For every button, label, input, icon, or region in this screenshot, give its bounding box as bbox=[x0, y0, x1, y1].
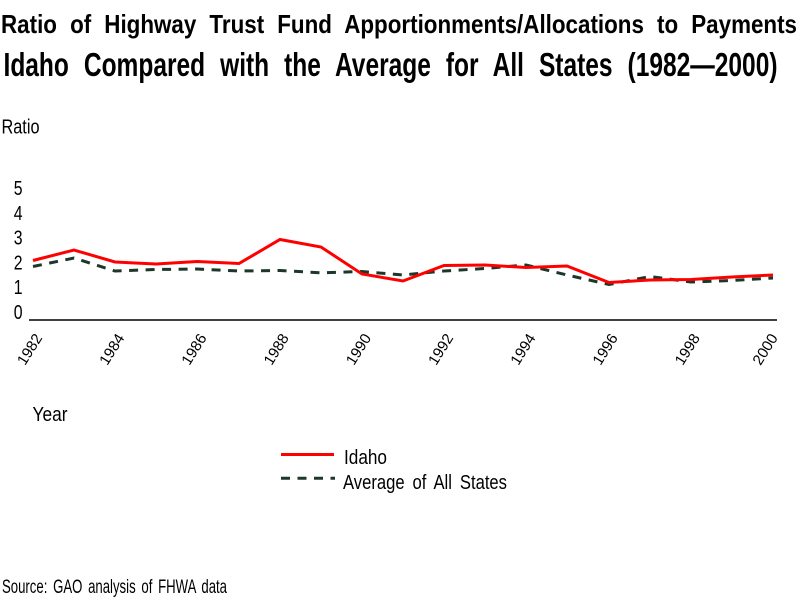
svg-text:2: 2 bbox=[14, 252, 23, 274]
svg-text:Idaho Compared with the Averag: Idaho Compared with the Average for All … bbox=[4, 46, 778, 83]
svg-text:5: 5 bbox=[14, 178, 23, 200]
svg-text:Source: GAO analysis of FHWA d: Source: GAO analysis of FHWA data bbox=[2, 577, 227, 598]
svg-text:0: 0 bbox=[14, 302, 23, 324]
svg-text:4: 4 bbox=[14, 203, 23, 225]
svg-text:3: 3 bbox=[14, 228, 23, 250]
svg-text:Ratio: Ratio bbox=[2, 117, 40, 139]
svg-text:Year: Year bbox=[33, 404, 68, 426]
svg-text:Ratio of Highway Trust Fund Ap: Ratio of Highway Trust Fund Apportionmen… bbox=[1, 9, 797, 39]
svg-text:1: 1 bbox=[14, 277, 23, 299]
svg-text:Idaho: Idaho bbox=[344, 447, 387, 469]
svg-text:Average of All States: Average of All States bbox=[343, 472, 507, 494]
